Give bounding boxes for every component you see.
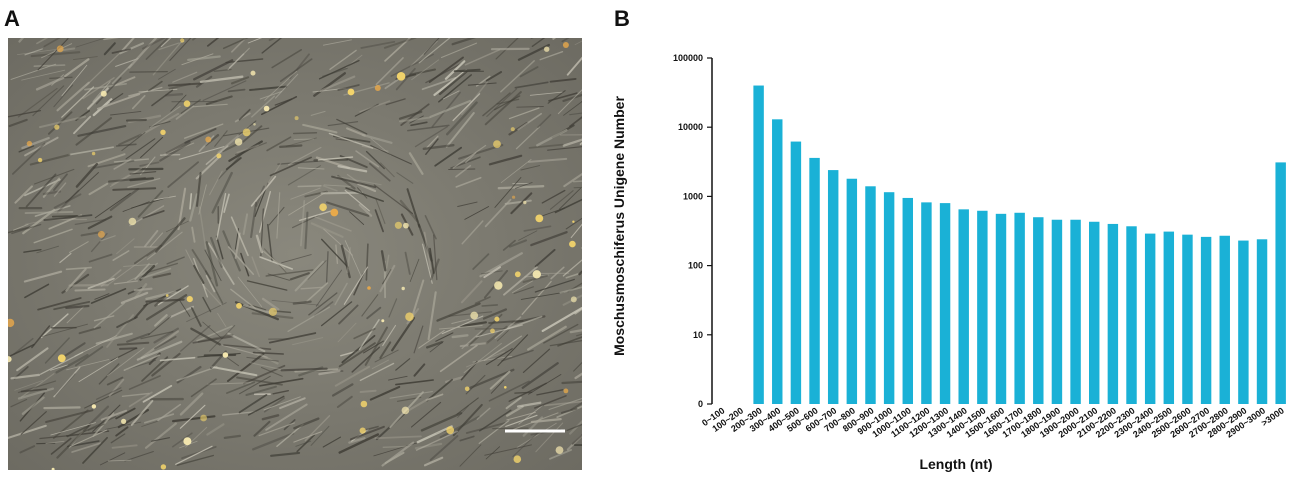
cell-culture-micrograph <box>8 38 582 470</box>
x-axis-title: Length (nt) <box>919 456 992 472</box>
bar <box>1052 220 1062 404</box>
bar <box>884 192 894 404</box>
y-axis-title: Moschusmoschiferus Unigene Number <box>611 96 627 356</box>
bar <box>1220 236 1230 404</box>
y-tick-label: 10 <box>693 330 703 340</box>
panel-a-label: A <box>4 6 20 32</box>
bar <box>1257 239 1267 404</box>
bar <box>1182 235 1192 404</box>
bar <box>828 170 838 404</box>
bar <box>1201 237 1211 404</box>
bar <box>1126 226 1136 404</box>
y-tick-label: 100000 <box>673 53 703 63</box>
bar <box>1014 213 1024 404</box>
bar <box>940 203 950 404</box>
bar <box>921 202 931 404</box>
bar <box>1089 222 1099 404</box>
bar <box>1164 232 1174 404</box>
bar <box>847 179 857 404</box>
bar <box>903 198 913 404</box>
bar <box>1033 217 1043 404</box>
y-tick-label: 1000 <box>683 191 703 201</box>
bar <box>1275 162 1285 404</box>
bar <box>791 142 801 404</box>
y-axis: 0 10 100 1000 10000 100000 <box>673 53 712 409</box>
y-tick-label: 0 <box>698 399 703 409</box>
bar <box>1145 234 1155 404</box>
bar <box>977 211 987 404</box>
bar <box>1108 224 1118 404</box>
y-tick-label: 100 <box>688 261 703 271</box>
bars <box>753 86 1286 404</box>
bar <box>865 186 875 404</box>
bar <box>809 158 819 404</box>
y-tick-label: 10000 <box>678 122 703 132</box>
bar <box>753 86 763 404</box>
bar <box>1070 220 1080 404</box>
bar <box>996 214 1006 404</box>
panel-b-label: B <box>614 6 630 32</box>
bar <box>1238 241 1248 404</box>
x-axis: 0~100100~200200~300300~400400~500500~600… <box>700 405 1286 439</box>
bar <box>772 119 782 404</box>
bar <box>958 209 968 404</box>
